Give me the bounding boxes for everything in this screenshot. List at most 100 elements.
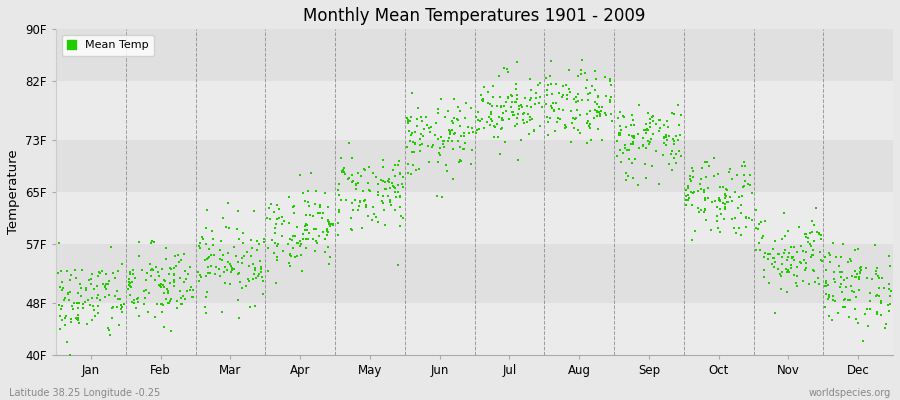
Point	[244, 237, 258, 244]
Point	[749, 247, 763, 253]
Point	[451, 116, 465, 123]
Point	[323, 254, 338, 260]
Point	[644, 136, 658, 142]
Point	[434, 134, 448, 140]
Point	[260, 215, 274, 221]
Point	[408, 129, 422, 136]
Point	[768, 258, 782, 265]
Point	[376, 192, 391, 199]
Point	[679, 197, 693, 203]
Point	[198, 303, 212, 310]
Point	[141, 290, 156, 296]
Point	[482, 114, 496, 120]
Point	[60, 290, 75, 296]
Point	[445, 118, 459, 124]
Point	[152, 281, 166, 288]
Point	[358, 202, 373, 208]
Point	[169, 304, 184, 311]
Point	[414, 130, 428, 137]
Point	[510, 157, 525, 163]
Point	[156, 302, 170, 308]
Point	[671, 102, 686, 108]
Point	[275, 221, 290, 227]
Point	[869, 292, 884, 299]
Point	[642, 140, 656, 147]
Point	[508, 99, 523, 105]
Point	[392, 158, 407, 164]
Point	[679, 192, 693, 199]
Point	[167, 277, 182, 284]
Point	[819, 283, 833, 290]
Point	[758, 250, 772, 256]
Point	[716, 200, 731, 206]
Point	[93, 270, 107, 276]
Point	[354, 172, 368, 179]
Point	[340, 176, 355, 182]
Point	[123, 269, 138, 276]
Point	[805, 218, 819, 224]
Point	[402, 117, 417, 124]
Point	[470, 126, 484, 133]
Point	[486, 94, 500, 100]
Point	[320, 228, 334, 234]
Point	[330, 187, 345, 194]
Point	[159, 244, 174, 251]
Point	[374, 198, 389, 204]
Point	[146, 267, 160, 274]
Point	[880, 302, 895, 308]
Point	[612, 123, 626, 129]
Point	[525, 116, 539, 122]
Point	[580, 117, 595, 124]
Point	[299, 236, 313, 242]
Point	[728, 215, 742, 222]
Point	[628, 156, 643, 162]
Point	[544, 114, 558, 121]
Point	[167, 253, 182, 259]
Point	[778, 247, 792, 253]
Point	[698, 206, 713, 212]
Point	[643, 124, 657, 130]
Point	[685, 201, 699, 208]
Point	[590, 109, 605, 115]
Point	[520, 118, 535, 125]
Point	[494, 102, 508, 109]
Point	[569, 94, 583, 100]
Point	[641, 126, 655, 133]
Point	[878, 324, 892, 331]
Point	[491, 134, 505, 140]
Point	[698, 195, 713, 201]
Point	[560, 92, 574, 98]
Point	[269, 243, 284, 249]
Point	[513, 137, 527, 144]
Point	[113, 302, 128, 308]
Point	[392, 170, 407, 177]
Point	[241, 262, 256, 269]
Point	[378, 186, 392, 192]
Point	[195, 236, 210, 242]
Point	[216, 252, 230, 258]
Point	[92, 269, 106, 275]
Point	[312, 232, 327, 239]
Point	[548, 81, 562, 87]
Point	[693, 181, 707, 187]
Point	[507, 112, 521, 119]
Point	[869, 292, 884, 298]
Point	[580, 111, 594, 118]
Point	[122, 276, 136, 283]
Point	[814, 236, 828, 242]
Point	[793, 259, 807, 266]
Point	[203, 263, 218, 269]
Point	[205, 228, 220, 235]
Point	[835, 288, 850, 295]
Point	[454, 132, 468, 139]
Point	[361, 213, 375, 219]
Point	[574, 70, 589, 77]
Point	[840, 274, 854, 281]
Point	[290, 240, 304, 246]
Point	[748, 225, 762, 232]
Point	[572, 97, 586, 104]
Point	[457, 115, 472, 122]
Point	[454, 158, 468, 164]
Point	[738, 178, 752, 184]
Point	[848, 306, 862, 312]
